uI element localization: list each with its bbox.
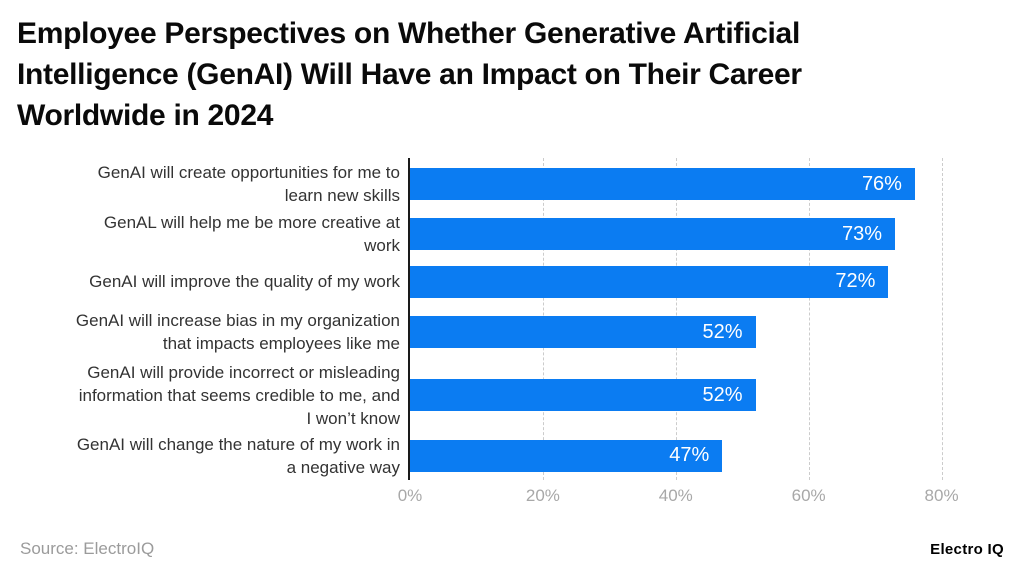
category-row: GenAL will help me be more creative at w…: [16, 210, 408, 258]
bar-row: 76%: [410, 158, 1008, 210]
bar: 76%: [410, 168, 915, 200]
category-row: GenAI will improve the quality of my wor…: [16, 258, 408, 305]
category-label: GenAL will help me be more creative at w…: [103, 213, 400, 255]
chart-title: Employee Perspectives on Whether Generat…: [17, 17, 802, 132]
x-axis-ticks: 0% 20% 40% 60% 80%: [398, 486, 1008, 508]
bar-row: 73%: [410, 210, 1008, 258]
gridline-60%: [808, 158, 810, 480]
bar-value-label: 52%: [702, 383, 743, 406]
category-label: GenAI will improve the quality of my wor…: [89, 272, 400, 291]
bar-row: 72%: [410, 258, 1008, 305]
bar-row: 52%: [410, 305, 1008, 359]
bar: 47%: [410, 439, 723, 472]
category-label: GenAI will provide incorrect or misleadi…: [78, 362, 400, 428]
category-row: GenAI will change the nature of my work …: [16, 431, 408, 480]
category-label: GenAI will create opportunities for me t…: [97, 163, 400, 205]
category-label: GenAI will increase bias in my organizat…: [75, 311, 400, 353]
bar: 52%: [410, 379, 756, 411]
gridline-80%: [941, 158, 943, 480]
bar-row: 47%: [410, 431, 1008, 480]
bar: 52%: [410, 316, 756, 348]
x-tick-label: 40%: [658, 486, 693, 505]
bars-area: 76% 73% 72% 52% 52% 47%: [408, 158, 1008, 480]
brand-logo: Electro IQ: [930, 541, 1004, 558]
x-tick-label: 0%: [397, 486, 423, 505]
category-label: GenAI will change the nature of my work …: [76, 434, 400, 477]
bar-value-label: 47%: [669, 444, 710, 466]
bar-value-label: 72%: [835, 270, 876, 292]
bar-value-label: 76%: [861, 172, 902, 195]
x-tick-label: 20%: [525, 486, 560, 505]
x-tick-label: 60%: [791, 486, 826, 505]
plot-area: GenAI will create opportunities for me t…: [16, 158, 1008, 480]
category-row: GenAI will provide incorrect or misleadi…: [16, 359, 408, 431]
bar-row: 52%: [410, 359, 1008, 431]
category-axis: GenAI will create opportunities for me t…: [16, 158, 408, 480]
bar: 72%: [410, 265, 889, 298]
source-note: Source: ElectroIQ: [20, 539, 155, 558]
x-tick-label: 80%: [924, 486, 959, 505]
bar-chart: GenAI will create opportunities for me t…: [16, 158, 1008, 508]
bar-value-label: 73%: [842, 222, 883, 245]
bar: 73%: [410, 218, 896, 250]
category-row: GenAI will increase bias in my organizat…: [16, 305, 408, 359]
bar-value-label: 52%: [702, 320, 743, 343]
category-row: GenAI will create opportunities for me t…: [16, 158, 408, 210]
